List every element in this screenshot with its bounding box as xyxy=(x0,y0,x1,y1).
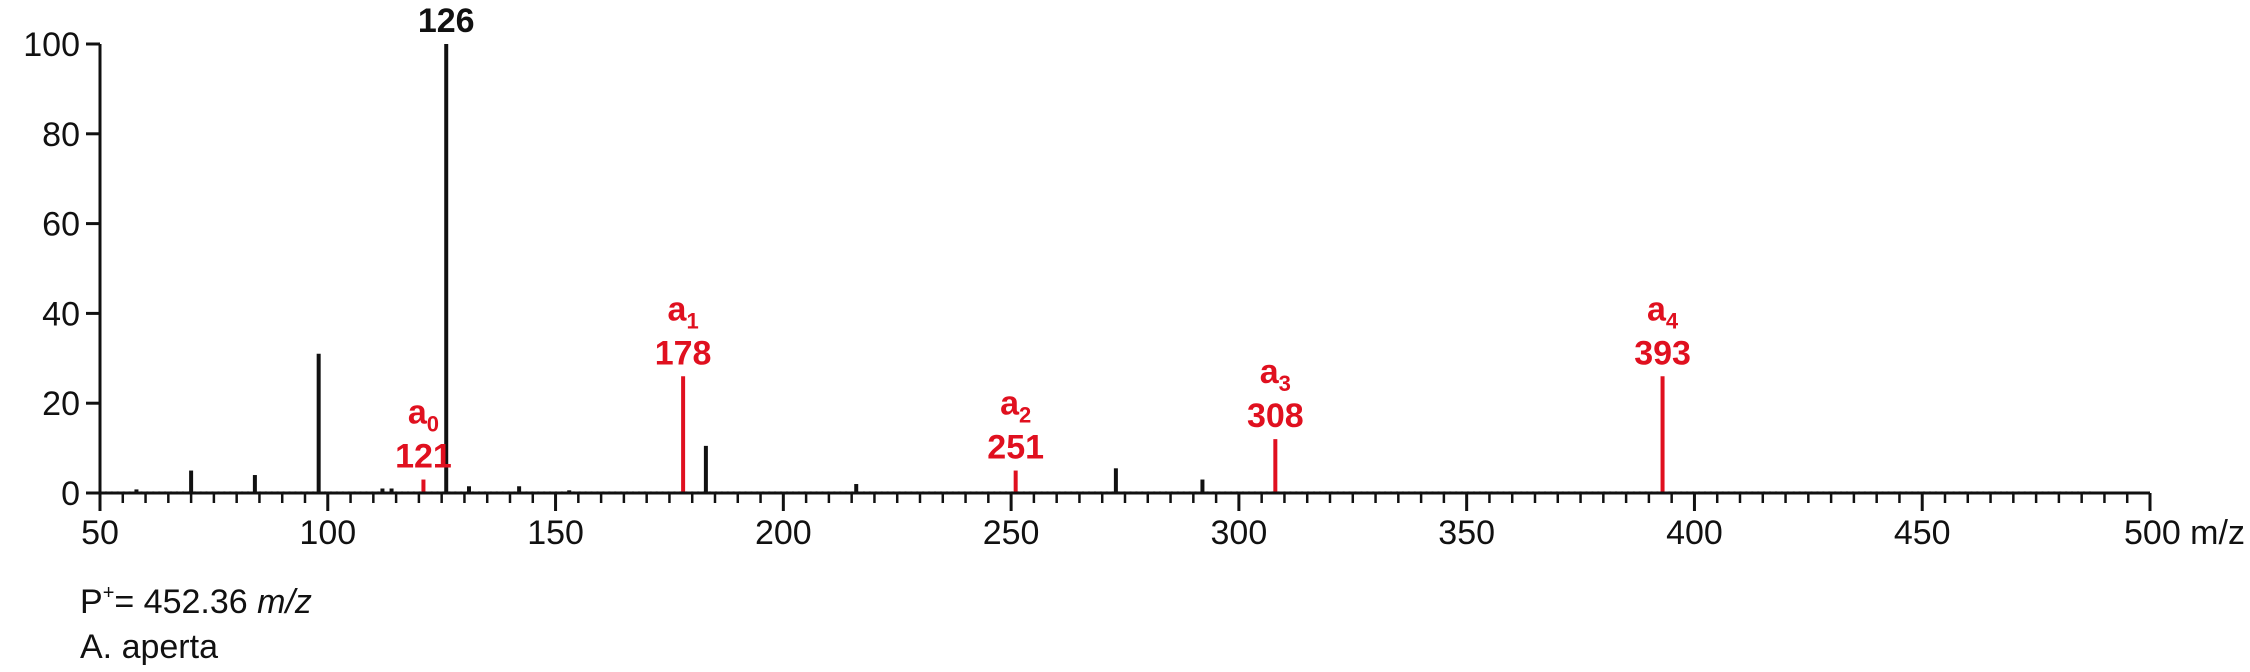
x-tick-label: 250 xyxy=(983,514,1040,552)
species-caption: A. aperta xyxy=(80,628,218,666)
ion-subscript: 3 xyxy=(1279,371,1291,396)
ion-subscript: 4 xyxy=(1666,308,1679,333)
peak-mz-label: 393 xyxy=(1634,334,1691,372)
x-tick-label: 200 xyxy=(755,514,812,552)
peak-mz-label: 121 xyxy=(395,438,452,476)
ion-subscript: 1 xyxy=(686,308,698,333)
ion-subscript: 0 xyxy=(427,412,439,437)
x-tick-label: 100 xyxy=(299,514,356,552)
x-tick-label: 300 xyxy=(1211,514,1268,552)
ion-label: a0 xyxy=(408,394,439,437)
y-tick-label: 20 xyxy=(42,385,80,423)
ion-label: a4 xyxy=(1647,290,1679,333)
x-tick-label: 450 xyxy=(1894,514,1951,552)
y-tick-label: 40 xyxy=(42,295,80,333)
peak-mz-label: 251 xyxy=(987,429,1044,467)
precursor-prefix: P xyxy=(80,583,103,621)
precursor-caption: P+= 452.36 m/z xyxy=(80,583,312,619)
ion-label: a2 xyxy=(1000,385,1031,428)
precursor-unit: m/z xyxy=(257,583,312,621)
x-tick-label: 150 xyxy=(527,514,584,552)
y-tick-label: 0 xyxy=(61,475,80,513)
x-tick-label: 500 m/z xyxy=(2124,514,2245,552)
ion-subscript: 2 xyxy=(1019,403,1031,428)
peak-mz-label: 178 xyxy=(655,334,712,372)
x-tick-label: 350 xyxy=(1438,514,1495,552)
y-tick-label: 80 xyxy=(42,116,80,154)
ion-label: a1 xyxy=(668,290,699,333)
ion-label: a3 xyxy=(1260,353,1291,396)
x-tick-label: 400 xyxy=(1666,514,1723,552)
base-peak-label: 126 xyxy=(418,2,475,40)
y-tick-label: 60 xyxy=(42,206,80,244)
peak-mz-label: 308 xyxy=(1247,397,1304,435)
y-tick-label: 100 xyxy=(23,26,80,64)
precursor-charge: + xyxy=(102,582,115,604)
x-tick-label: 50 xyxy=(81,514,119,552)
precursor-value: = 452.36 xyxy=(114,583,258,621)
